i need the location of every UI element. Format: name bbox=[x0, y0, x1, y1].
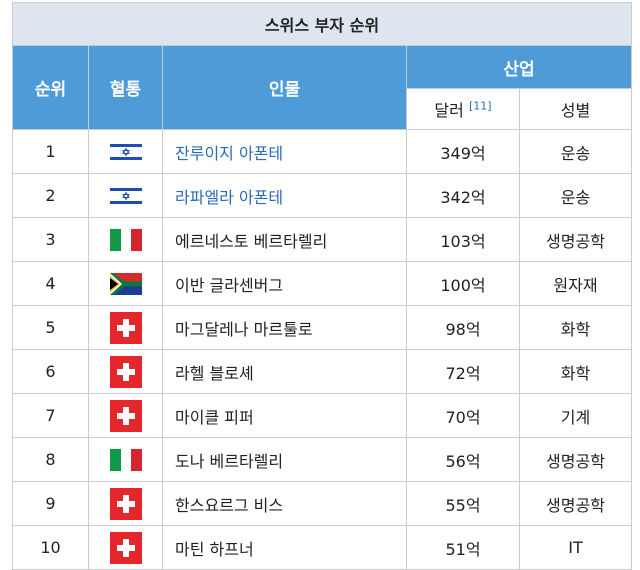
amount-cell: 51억 bbox=[406, 525, 520, 570]
flag-icon bbox=[109, 531, 142, 564]
footnote[interactable]: [11] bbox=[468, 99, 492, 113]
name-cell: 잔루이지 아폰테 bbox=[162, 129, 407, 174]
flag-icon bbox=[109, 140, 142, 163]
table-row: 6 라헬 블로셰 72억 화학 bbox=[12, 349, 632, 394]
industry-cell: 생명공학 bbox=[519, 437, 632, 482]
sub-header: 성별 bbox=[519, 88, 632, 130]
flag-icon bbox=[109, 272, 142, 295]
industry-cell: 기계 bbox=[519, 393, 632, 438]
amount-cell: 56억 bbox=[406, 437, 520, 482]
flag-icon bbox=[109, 228, 142, 251]
table-row: 4 이반 글라센버그 100억 원자재 bbox=[12, 261, 632, 306]
name-cell: 한스요르그 비스 bbox=[162, 481, 407, 526]
table-row: 8 도나 베르타렐리 56억 생명공학 bbox=[12, 437, 632, 482]
amount-cell: 72억 bbox=[406, 349, 520, 394]
name-cell: 라파엘라 아폰테 bbox=[162, 173, 407, 218]
amount-cell: 103억 bbox=[406, 217, 520, 262]
flag-cell bbox=[88, 525, 163, 570]
flag-cell bbox=[88, 217, 163, 262]
table-body: 1 잔루이지 아폰테 349억 운송 2 라파엘라 아폰테 342억 운송 3 에르네스토 베르타… bbox=[12, 129, 632, 570]
name-cell: 에르네스토 베르타렐리 bbox=[162, 217, 407, 262]
name-cell: 마그달레나 마르툴로 bbox=[162, 305, 407, 350]
col-header: 순위 bbox=[12, 45, 89, 130]
name-cell: 이반 글라센버그 bbox=[162, 261, 407, 306]
name-cell: 마이클 피퍼 bbox=[162, 393, 407, 438]
industry-cell: 생명공학 bbox=[519, 217, 632, 262]
name-cell: 라헬 블로셰 bbox=[162, 349, 407, 394]
rank-cell: 7 bbox=[12, 393, 89, 438]
flag-icon bbox=[109, 448, 142, 471]
table-row: 10 마틴 하프너 51억 IT bbox=[12, 525, 632, 570]
amount-cell: 349억 bbox=[406, 129, 520, 174]
flag-cell bbox=[88, 305, 163, 350]
table-row: 5 마그달레나 마르툴로 98억 화학 bbox=[12, 305, 632, 350]
rank-cell: 9 bbox=[12, 481, 89, 526]
rank-cell: 10 bbox=[12, 525, 89, 570]
flag-cell bbox=[88, 129, 163, 174]
rank-cell: 4 bbox=[12, 261, 89, 306]
amount-cell: 342억 bbox=[406, 173, 520, 218]
amount-cell: 70억 bbox=[406, 393, 520, 438]
table-row: 7 마이클 피퍼 70억 기계 bbox=[12, 393, 632, 438]
table-row: 1 잔루이지 아폰테 349억 운송 bbox=[12, 129, 632, 174]
table-row: 9 한스요르그 비스 55억 생명공학 bbox=[12, 481, 632, 526]
sub-header-text: 달러 bbox=[434, 101, 464, 120]
rank-cell: 8 bbox=[12, 437, 89, 482]
name-cell: 마틴 하프너 bbox=[162, 525, 407, 570]
rank-cell: 3 bbox=[12, 217, 89, 262]
amount-cell: 100억 bbox=[406, 261, 520, 306]
flag-cell bbox=[88, 437, 163, 482]
col-header: 산업 bbox=[406, 45, 632, 89]
sub-header: 달러 [11] bbox=[406, 88, 520, 130]
table-row: 3 에르네스토 베르타렐리 103억 생명공학 bbox=[12, 217, 632, 262]
industry-cell: 원자재 bbox=[519, 261, 632, 306]
amount-cell: 55억 bbox=[406, 481, 520, 526]
rank-cell: 2 bbox=[12, 173, 89, 218]
flag-icon bbox=[109, 311, 142, 344]
flag-cell bbox=[88, 261, 163, 306]
person-link[interactable]: 잔루이지 아폰테 bbox=[175, 143, 284, 163]
rank-cell: 5 bbox=[12, 305, 89, 350]
col-header: 인물 bbox=[162, 45, 407, 130]
amount-cell: 98억 bbox=[406, 305, 520, 350]
flag-cell bbox=[88, 481, 163, 526]
table-title: 스위스 부자 순위 bbox=[12, 2, 632, 46]
flag-cell bbox=[88, 393, 163, 438]
flag-icon bbox=[109, 399, 142, 432]
rich-table: 스위스 부자 순위 순위 혈통 인물 산업 달러 [11] 성별 1 잔루이지 아… bbox=[12, 2, 632, 570]
industry-cell: IT bbox=[519, 525, 632, 570]
industry-cell: 생명공학 bbox=[519, 481, 632, 526]
flag-cell bbox=[88, 173, 163, 218]
flag-icon bbox=[109, 184, 142, 207]
industry-cell: 화학 bbox=[519, 349, 632, 394]
rank-cell: 1 bbox=[12, 129, 89, 174]
industry-cell: 운송 bbox=[519, 173, 632, 218]
table-row: 2 라파엘라 아폰테 342억 운송 bbox=[12, 173, 632, 218]
flag-icon bbox=[109, 487, 142, 520]
flag-cell bbox=[88, 349, 163, 394]
industry-cell: 화학 bbox=[519, 305, 632, 350]
name-cell: 도나 베르타렐리 bbox=[162, 437, 407, 482]
person-link[interactable]: 라파엘라 아폰테 bbox=[175, 187, 284, 207]
rank-cell: 6 bbox=[12, 349, 89, 394]
industry-cell: 운송 bbox=[519, 129, 632, 174]
flag-icon bbox=[109, 355, 142, 388]
col-header: 혈통 bbox=[88, 45, 163, 130]
